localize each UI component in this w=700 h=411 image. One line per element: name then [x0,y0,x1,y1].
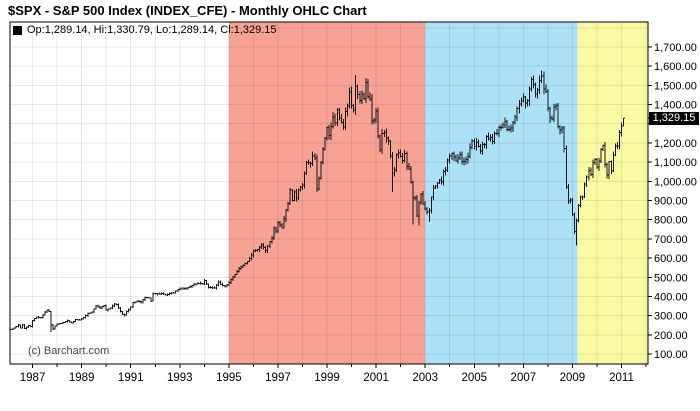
ohlc-bars [10,70,626,332]
x-tick-label: 2009 [560,372,586,384]
y-axis: 100.00 200.00 300.00 400.00 500.00 600.00 700.… [648,42,697,361]
y-tick-label: 600.00 [654,253,688,265]
region-red-1995-2003 [228,22,426,364]
y-tick-label: 1,000.00 [654,176,697,188]
x-tick-label: 2005 [461,372,487,384]
x-tick-label: 2007 [511,372,537,384]
watermark: (c) Barchart.com [28,345,110,357]
legend-text: Op:1,289.14, Hi:1,330.79, Lo:1,289.14, C… [27,24,277,36]
page-title: $SPX - S&P 500 Index (INDEX_CFE) - Month… [8,3,367,18]
region-yellow-2009-2012 [577,22,648,364]
y-tick-label: 800.00 [654,215,688,227]
grid-layer [10,22,648,364]
y-tick-label: 200.00 [654,330,688,342]
y-tick-label: 100.00 [654,349,688,361]
x-tick-label: 1999 [314,372,340,384]
y-tick-label: 1,600.00 [654,61,697,73]
x-tick-label: 1987 [20,372,46,384]
x-tick-label: 2003 [412,372,438,384]
plot-border [9,21,649,365]
y-tick-label: 1,100.00 [654,157,697,169]
last-price-badge: 1,329.15 [649,111,699,125]
ohlc-legend: Op:1,289.14, Hi:1,330.79, Lo:1,289.14, C… [13,24,277,36]
y-tick-label: 1,500.00 [654,80,697,92]
y-tick-label: 1,400.00 [654,100,697,112]
legend-marker-icon [13,25,22,35]
x-tick-label: 1989 [69,372,95,384]
y-tick-label: 500.00 [654,272,688,284]
x-tick-label: 2001 [363,372,389,384]
y-tick-label: 400.00 [654,291,688,303]
x-tick-label: 1995 [216,372,242,384]
x-tick-label: 1997 [265,372,291,384]
region-white-1986-1995 [10,22,229,364]
region-blue-2003-2009 [425,22,578,364]
y-tick-label: 1,700.00 [654,42,697,54]
x-axis: 1987 1989 1991 1993 1995 1997 1999 2001 2003 2005… [20,364,647,384]
y-tick-label: 900.00 [654,195,688,207]
y-tick-label: 1,200.00 [654,138,697,150]
region-layer [10,22,648,364]
x-tick-label: 1991 [118,372,144,384]
x-tick-label: 1993 [167,372,193,384]
x-tick-label: 2011 [609,372,634,384]
y-tick-label: 300.00 [654,311,688,323]
y-tick-label: 700.00 [654,234,688,246]
